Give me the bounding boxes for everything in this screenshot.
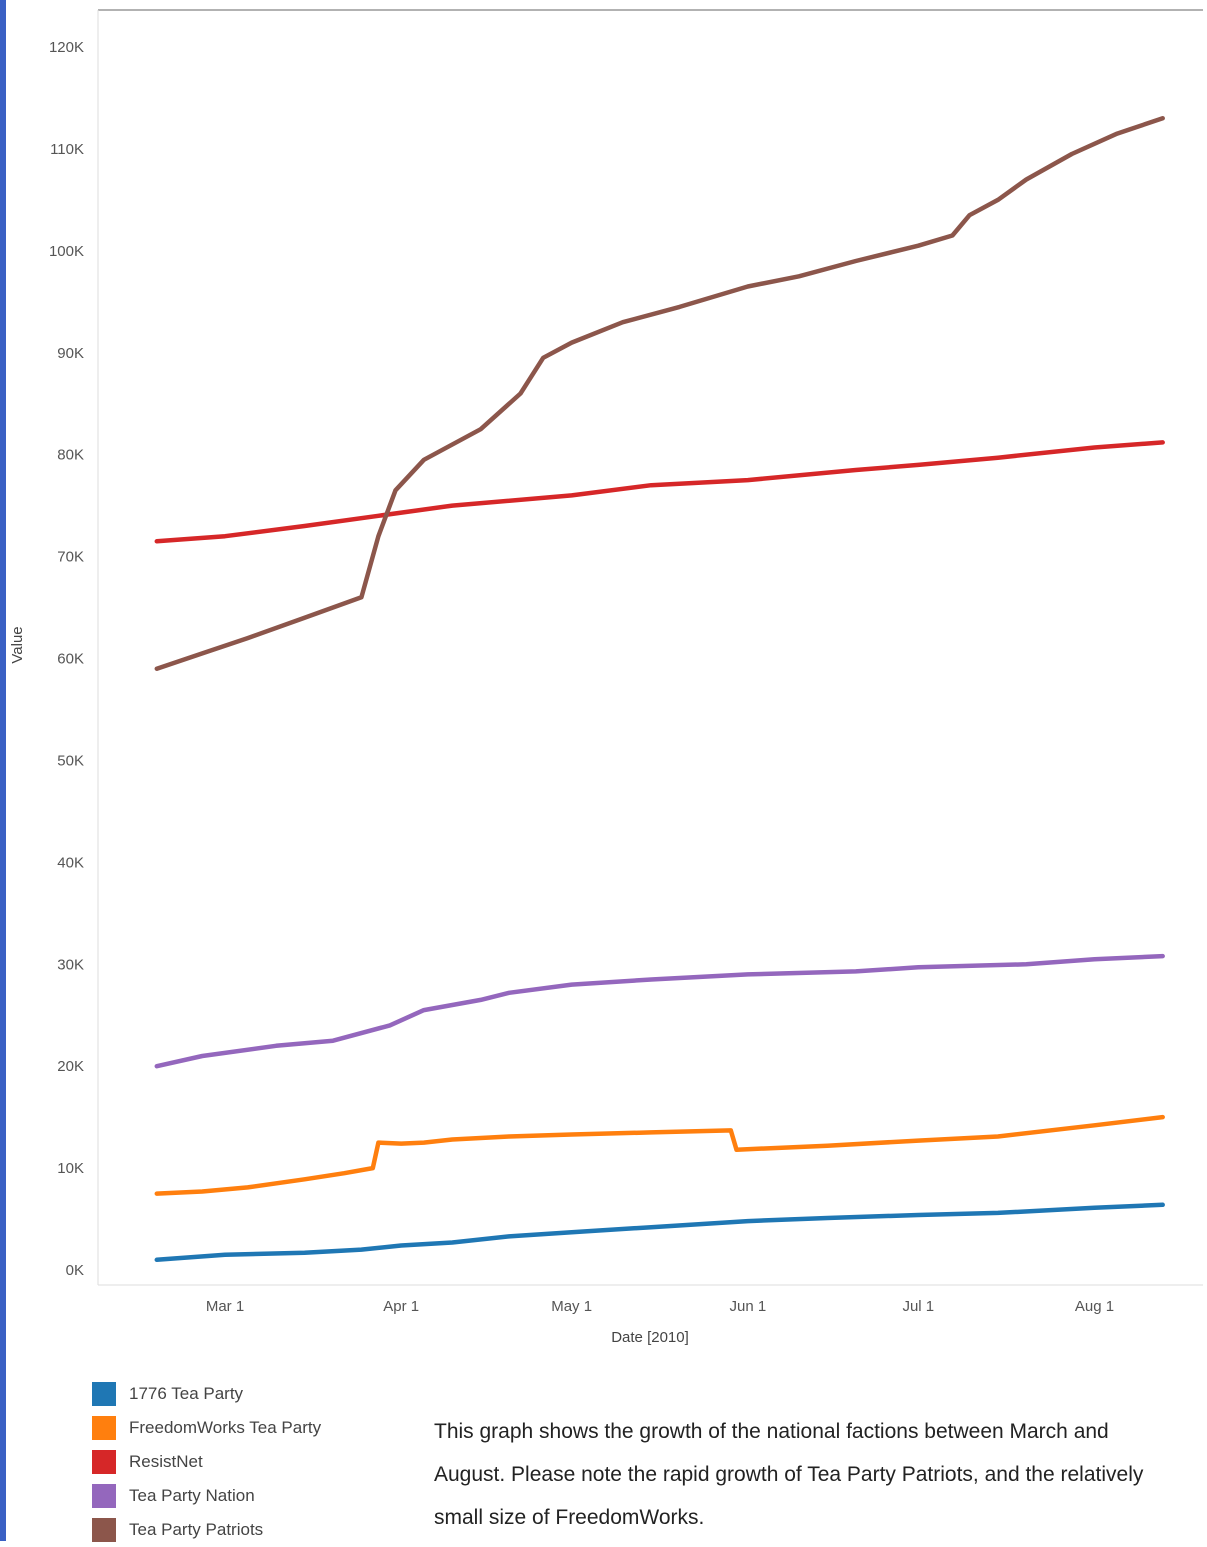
series-line-1776-tea-party xyxy=(154,1202,1165,1263)
legend-swatch xyxy=(92,1382,116,1406)
y-tick-label: 10K xyxy=(57,1160,84,1177)
x-tick-label: Apr 1 xyxy=(383,1298,419,1315)
chart-caption: This graph shows the growth of the natio… xyxy=(434,1420,1144,1529)
line-chart: 0K 10K 20K 30K 40K 50K 60K 70K 80K 90K 100K 110K 120… xyxy=(9,9,1203,1346)
series-line-freedomworks-tea-party xyxy=(154,1114,1165,1196)
left-border-rule xyxy=(0,0,6,1541)
y-tick-label: 70K xyxy=(57,549,84,566)
legend-item: FreedomWorks Tea Party xyxy=(92,1411,321,1445)
y-tick-label: 30K xyxy=(57,956,84,973)
y-tick-label: 80K xyxy=(57,447,84,464)
series-line-resistnet xyxy=(154,440,1165,544)
legend-item: ResistNet xyxy=(92,1445,321,1479)
y-tick-label: 110K xyxy=(50,141,84,158)
legend-swatch xyxy=(92,1450,116,1474)
x-tick-label: Jun 1 xyxy=(729,1298,766,1315)
x-axis-ticks: Mar 1 Apr 1 May 1 Jun 1 Jul 1 Aug 1 xyxy=(206,1298,1114,1315)
legend: 1776 Tea Party FreedomWorks Tea Party Resi… xyxy=(92,1377,321,1547)
legend-item: 1776 Tea Party xyxy=(92,1377,321,1411)
legend-item: Tea Party Nation xyxy=(92,1479,321,1513)
x-tick-label: Aug 1 xyxy=(1075,1298,1114,1315)
y-tick-label: 0K xyxy=(66,1262,84,1279)
legend-label: 1776 Tea Party xyxy=(129,1384,244,1403)
legend-item: Tea Party Patriots xyxy=(92,1513,321,1547)
x-axis-title: Date [2010] xyxy=(611,1329,689,1346)
x-tick-label: Mar 1 xyxy=(206,1298,244,1315)
y-tick-label: 50K xyxy=(57,752,84,769)
y-tick-label: 90K xyxy=(57,345,84,362)
series-lines xyxy=(154,116,1165,1263)
y-axis-ticks: 0K 10K 20K 30K 40K 50K 60K 70K 80K 90K 100K 110K 120… xyxy=(49,39,84,1279)
series-line-tea-party-patriots xyxy=(154,116,1165,671)
legend-label: FreedomWorks Tea Party xyxy=(129,1418,322,1437)
y-axis-title: Value xyxy=(9,626,26,663)
y-tick-label: 120K xyxy=(49,39,84,56)
y-tick-label: 20K xyxy=(57,1058,84,1075)
x-tick-label: Jul 1 xyxy=(902,1298,934,1315)
legend-label: Tea Party Nation xyxy=(129,1486,255,1505)
y-tick-label: 100K xyxy=(49,243,84,260)
y-tick-label: 60K xyxy=(57,651,84,668)
legend-label: Tea Party Patriots xyxy=(129,1520,264,1539)
legend-swatch xyxy=(92,1484,116,1508)
y-tick-label: 40K xyxy=(57,854,84,871)
x-tick-label: May 1 xyxy=(551,1298,592,1315)
legend-swatch xyxy=(92,1416,116,1440)
legend-swatch xyxy=(92,1518,116,1542)
legend-label: ResistNet xyxy=(129,1452,203,1471)
series-line-tea-party-nation xyxy=(154,953,1165,1069)
